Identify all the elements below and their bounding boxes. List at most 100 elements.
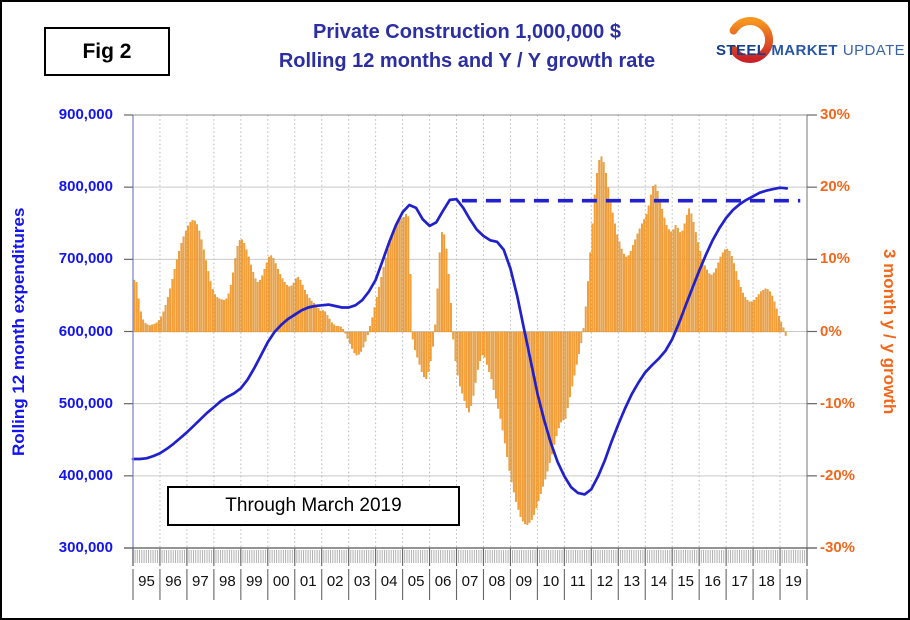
growth-bar [703,265,706,333]
growth-bar [555,331,558,437]
growth-bar [506,331,509,458]
growth-bar [517,331,520,510]
growth-bar [400,218,403,333]
growth-bar [144,323,147,333]
growth-bar [521,331,524,522]
x-axis-year-label: 97 [192,573,209,590]
growth-bar [578,331,580,354]
growth-bar [782,327,785,333]
growth-bar [546,331,549,472]
growth-bar [661,209,664,333]
right-axis-tick-label: 20% [820,178,851,196]
growth-bar [526,331,529,525]
growth-bar [571,331,574,387]
growth-bar [191,219,194,333]
growth-bar [649,194,652,333]
growth-bar [409,274,412,333]
growth-bar [454,331,457,362]
growth-bar [467,331,470,413]
growth-bar [499,331,502,419]
growth-bar [425,331,428,380]
growth-bar [640,223,643,333]
growth-bar [402,217,405,333]
growth-bar [148,325,151,333]
growth-bar [418,331,421,365]
growth-bar [497,331,500,409]
left-axis-tick-label: 600,000 [58,322,113,340]
growth-bar [189,222,192,333]
growth-bar [667,229,670,333]
growth-bar [456,331,459,376]
growth-bar [436,288,439,333]
growth-bar [717,262,720,333]
growth-bar [719,256,722,333]
growth-bar [209,281,212,333]
growth-bar [247,256,250,333]
growth-bar [537,331,540,502]
growth-bar [481,331,484,356]
growth-bar [784,331,787,336]
growth-bar [277,269,279,333]
growth-bar [557,331,560,429]
growth-bar [685,214,688,333]
growth-bar [382,266,385,333]
growth-bar [153,323,156,333]
growth-bar [312,302,315,333]
growth-bar [184,230,187,333]
logo-word-update: UPDATE [842,42,906,59]
x-axis-year-label: 06 [434,573,452,590]
growth-bar [483,331,486,358]
growth-bar [551,331,553,455]
growth-bar [427,331,430,372]
growth-bar [337,326,340,333]
growth-bar [753,300,756,333]
growth-bar [636,233,639,333]
left-axis-tick-label: 400,000 [58,466,113,484]
growth-bar [569,331,571,398]
x-axis-year-label: 08 [488,573,506,590]
growth-bar [238,240,241,333]
growth-bar [187,225,190,333]
growth-bar [490,331,493,380]
growth-bar [196,224,199,333]
growth-bar [510,331,513,483]
growth-bar [688,208,691,333]
growth-bar [463,331,466,401]
growth-bar [294,278,297,333]
growth-bar [303,289,306,333]
growth-bar [366,331,369,336]
growth-bar [751,301,753,333]
growth-bar [544,331,547,480]
growth-bar [458,331,461,387]
growth-bar [292,282,295,333]
growth-bar [494,331,497,399]
x-axis-year-label: 02 [326,573,344,590]
growth-bar [501,331,504,431]
growth-bar [503,331,506,444]
growth-bar [755,297,758,333]
growth-bar [339,326,342,333]
logo-crescent-icon [729,17,774,63]
left-axis-tick-label: 300,000 [58,539,113,556]
growth-bar [519,331,522,517]
growth-bar [775,308,778,333]
growth-bar [591,223,594,333]
growth-bar [234,258,237,333]
x-axis-year-label: 14 [650,573,668,590]
growth-bar [683,223,686,333]
growth-bar [333,324,336,333]
growth-bar [760,291,762,333]
x-axis-year-label: 15 [677,573,695,590]
figure-label: Fig 2 [82,39,132,63]
growth-bar [308,297,311,333]
growth-bar [447,274,450,333]
growth-bar [762,289,765,333]
growth-bar [742,292,744,333]
growth-bar [715,268,717,333]
growth-bar [492,331,495,390]
right-axis-tick-label: 0% [820,322,842,340]
growth-bar [701,258,704,333]
growth-bar [371,317,374,333]
growth-bar [654,184,657,333]
growth-bar [157,320,160,333]
